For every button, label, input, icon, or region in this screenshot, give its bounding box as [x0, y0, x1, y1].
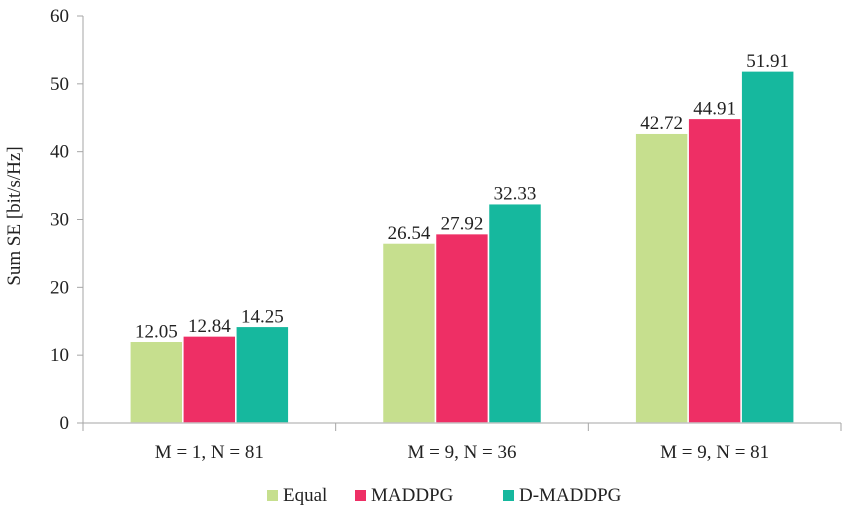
bar-maddpg-1	[182, 335, 237, 424]
x-category-label: M = 9, N = 36	[407, 442, 516, 463]
bar-maddpg-2	[434, 232, 490, 424]
y-axis: 0 10 20 30 40 50 60	[50, 6, 84, 434]
y-tick-label: 20	[50, 277, 69, 298]
y-tick-label: 10	[50, 345, 69, 366]
bar-maddpg-3	[687, 117, 742, 424]
x-category-label: M = 1, N = 81	[155, 442, 264, 463]
y-tick-label: 60	[50, 6, 69, 27]
legend-swatch-maddpg	[355, 490, 366, 501]
data-label: 12.05	[135, 321, 178, 342]
legend: Equal MADDPG D-MADDPG	[267, 485, 622, 506]
data-label: 51.91	[746, 51, 789, 72]
y-axis-title: Sum SE [bit/s/Hz]	[4, 146, 25, 285]
x-category-label: M = 9, N = 81	[660, 442, 769, 463]
y-tick-label: 0	[60, 413, 70, 434]
x-axis: M = 1, N = 81 M = 9, N = 36 M = 9, N = 81	[82, 422, 842, 463]
data-label: 14.25	[241, 306, 284, 327]
y-tick-label: 30	[50, 210, 69, 231]
data-label: 42.72	[640, 113, 683, 134]
data-label: 26.54	[388, 223, 431, 244]
bar-equal-2	[381, 242, 437, 424]
data-label: 32.33	[494, 184, 537, 205]
bar-equal-1	[129, 340, 184, 424]
bar-equal-3	[634, 132, 689, 424]
legend-label: Equal	[283, 485, 327, 506]
y-tick-label: 40	[50, 142, 69, 163]
data-label: 27.92	[441, 214, 484, 235]
y-tick-label: 50	[50, 74, 69, 95]
bar-d-maddpg-3	[740, 70, 795, 424]
data-label: 44.91	[693, 98, 736, 119]
data-label: 12.84	[188, 316, 231, 337]
legend-swatch-d-maddpg	[503, 490, 514, 501]
legend-label: D-MADDPG	[519, 485, 622, 506]
bar-d-maddpg-1	[235, 325, 290, 424]
bar-d-maddpg-2	[487, 202, 543, 424]
legend-label: MADDPG	[371, 485, 454, 506]
bars: 12.05 12.84 14.25 26.54 27.92 32.33 42.72 44.91…	[129, 51, 795, 424]
legend-swatch-equal	[267, 490, 278, 501]
